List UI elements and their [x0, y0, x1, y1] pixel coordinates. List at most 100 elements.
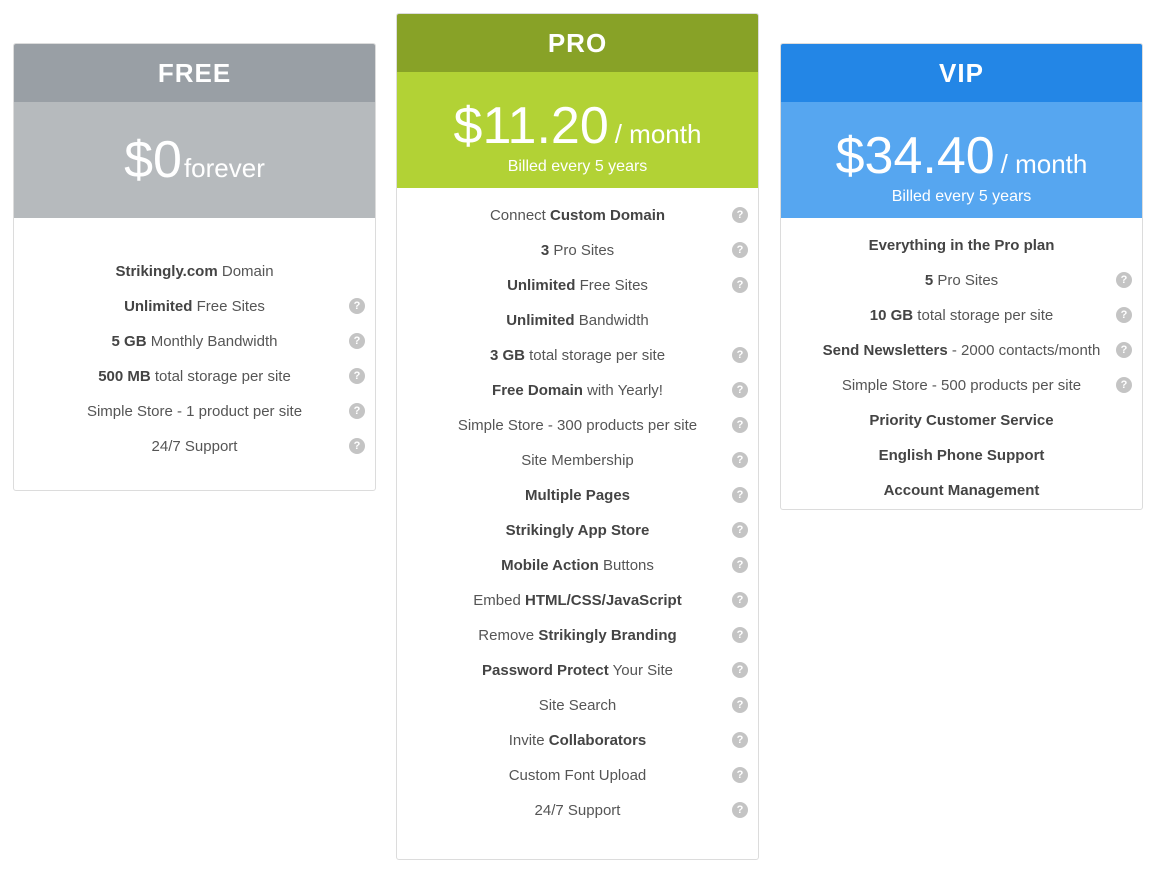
- feature-label-text: Pro Sites: [549, 242, 615, 259]
- question-circle-icon[interactable]: ?: [732, 627, 748, 643]
- feature-label-bold: 3 GB: [489, 347, 525, 364]
- feature-label-text: Pro Sites: [933, 272, 999, 289]
- question-circle-icon[interactable]: ?: [349, 298, 365, 314]
- feature-item: Site Search?: [397, 688, 758, 723]
- feature-label-bold: English Phone Support: [878, 447, 1045, 464]
- feature-label: Embed HTML/CSS/JavaScript: [473, 592, 681, 609]
- feature-item: Simple Store - 500 products per site?: [781, 368, 1142, 403]
- question-circle-icon[interactable]: ?: [349, 403, 365, 419]
- feature-item: Simple Store - 1 product per site?: [14, 394, 375, 429]
- feature-label-text: Site Search: [538, 697, 617, 714]
- question-circle-icon[interactable]: ?: [732, 242, 748, 258]
- feature-label-bold: Everything in the Pro plan: [868, 237, 1055, 254]
- feature-label-bold: Unlimited: [506, 312, 575, 329]
- feature-label-text: 24/7 Support: [534, 802, 621, 819]
- question-circle-icon[interactable]: ?: [732, 522, 748, 538]
- plan-card-pro: PRO $11.20/ month Billed every 5 years C…: [396, 13, 759, 860]
- feature-label-text: Site Membership: [521, 452, 634, 469]
- feature-label: Send Newsletters - 2000 contacts/month: [823, 342, 1101, 359]
- feature-label: English Phone Support: [879, 447, 1045, 464]
- feature-label: 5 Pro Sites: [925, 272, 998, 289]
- plan-card-free: FREE $0forever Strikingly.com Domain Unli…: [13, 43, 376, 491]
- price-period: forever: [183, 153, 265, 183]
- feature-item: Simple Store - 300 products per site?: [397, 408, 758, 443]
- feature-item: Embed HTML/CSS/JavaScript?: [397, 583, 758, 618]
- feature-item: Unlimited Free Sites?: [14, 289, 375, 324]
- feature-label: Remove Strikingly Branding: [478, 627, 676, 644]
- feature-item: Unlimited Bandwidth: [397, 303, 758, 338]
- price-amount: $0: [124, 131, 182, 189]
- question-circle-icon[interactable]: ?: [349, 368, 365, 384]
- feature-label-text: Simple Store - 1 product per site: [86, 403, 303, 420]
- feature-item: Everything in the Pro plan: [781, 228, 1142, 263]
- feature-label-text: Monthly Bandwidth: [146, 333, 278, 350]
- question-circle-icon[interactable]: ?: [1116, 272, 1132, 288]
- feature-label: Simple Store - 1 product per site: [87, 403, 302, 420]
- question-circle-icon[interactable]: ?: [732, 767, 748, 783]
- feature-item: Priority Customer Service: [781, 403, 1142, 438]
- feature-label-text: Domain: [217, 263, 274, 280]
- plan-name: FREE: [14, 44, 375, 102]
- question-circle-icon[interactable]: ?: [732, 277, 748, 293]
- feature-item: 3 GB total storage per site?: [397, 338, 758, 373]
- feature-label: Free Domain with Yearly!: [492, 382, 663, 399]
- feature-label-bold: 500 MB: [98, 368, 151, 385]
- feature-label-bold: Unlimited: [507, 277, 576, 294]
- question-circle-icon[interactable]: ?: [732, 697, 748, 713]
- question-circle-icon[interactable]: ?: [732, 592, 748, 608]
- question-circle-icon[interactable]: ?: [1116, 377, 1132, 393]
- question-circle-icon[interactable]: ?: [732, 347, 748, 363]
- price-block: $11.20/ month Billed every 5 years: [397, 72, 758, 188]
- question-circle-icon[interactable]: ?: [732, 802, 748, 818]
- question-circle-icon[interactable]: ?: [349, 333, 365, 349]
- feature-label-text: total storage per site: [524, 347, 666, 364]
- feature-label-bold: Unlimited: [124, 298, 193, 315]
- feature-label-bold: Free Domain: [492, 382, 583, 399]
- price-amount: $11.20: [453, 97, 609, 155]
- question-circle-icon[interactable]: ?: [732, 487, 748, 503]
- question-circle-icon[interactable]: ?: [732, 382, 748, 398]
- price-block: $34.40/ month Billed every 5 years: [781, 102, 1142, 218]
- feature-label: Strikingly App Store: [506, 522, 650, 539]
- feature-label: Strikingly.com Domain: [115, 263, 273, 280]
- feature-label-text: total storage per site: [150, 368, 291, 385]
- question-circle-icon[interactable]: ?: [732, 207, 748, 223]
- feature-label: 5 GB Monthly Bandwidth: [112, 333, 278, 350]
- feature-label: Priority Customer Service: [869, 412, 1053, 429]
- feature-item: Strikingly App Store?: [397, 513, 758, 548]
- question-circle-icon[interactable]: ?: [732, 557, 748, 573]
- feature-item: Free Domain with Yearly!?: [397, 373, 758, 408]
- question-circle-icon[interactable]: ?: [732, 662, 748, 678]
- feature-label: Account Management: [884, 482, 1040, 499]
- feature-label-text: Embed: [473, 592, 525, 609]
- feature-list: Connect Custom Domain? 3 Pro Sites? Unlimi…: [397, 188, 758, 828]
- feature-label-bold: 10 GB: [869, 307, 914, 324]
- question-circle-icon[interactable]: ?: [1116, 342, 1132, 358]
- feature-item: 500 MB total storage per site?: [14, 359, 375, 394]
- feature-label-text: Custom Font Upload: [508, 767, 647, 784]
- question-circle-icon[interactable]: ?: [732, 417, 748, 433]
- question-circle-icon[interactable]: ?: [732, 732, 748, 748]
- feature-label-bold: Strikingly.com: [115, 263, 218, 280]
- feature-label: Unlimited Free Sites: [507, 277, 648, 294]
- feature-item: Multiple Pages?: [397, 478, 758, 513]
- feature-label: Mobile Action Buttons: [501, 557, 654, 574]
- feature-label: Invite Collaborators: [509, 732, 647, 749]
- feature-label-bold: Multiple Pages: [524, 487, 631, 504]
- feature-label-bold: Send Newsletters: [822, 342, 948, 359]
- feature-label: Custom Font Upload: [509, 767, 647, 784]
- question-circle-icon[interactable]: ?: [732, 452, 748, 468]
- price-amount: $34.40: [835, 127, 995, 185]
- question-circle-icon[interactable]: ?: [1116, 307, 1132, 323]
- feature-label: Everything in the Pro plan: [869, 237, 1055, 254]
- billing-note: Billed every 5 years: [891, 188, 1032, 205]
- feature-label-text: - 2000 contacts/month: [947, 342, 1101, 359]
- feature-item: Send Newsletters - 2000 contacts/month?: [781, 333, 1142, 368]
- feature-item: 3 Pro Sites?: [397, 233, 758, 268]
- question-circle-icon[interactable]: ?: [349, 438, 365, 454]
- feature-label-text: Your Site: [608, 662, 673, 679]
- feature-label: Site Search: [539, 697, 617, 714]
- billing-note: Billed every 5 years: [507, 158, 648, 175]
- feature-label-text: Remove: [478, 627, 539, 644]
- feature-label-text: Connect: [489, 207, 551, 224]
